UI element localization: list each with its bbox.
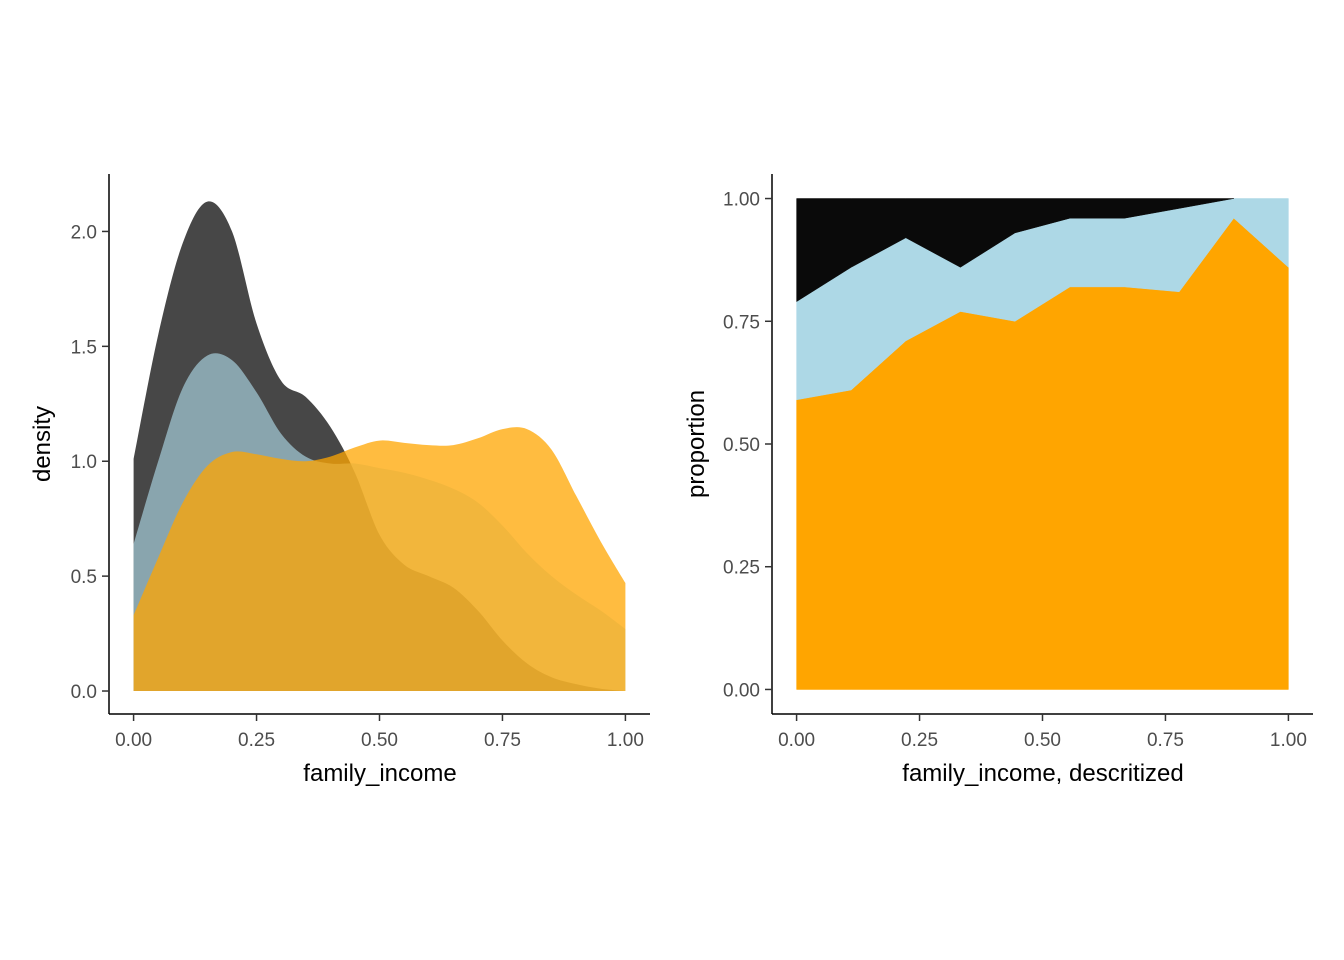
right-y-ticks: 0.00 0.25 0.50 0.75 1.00 bbox=[723, 190, 772, 701]
density-area-2 bbox=[133, 427, 626, 691]
right-x-ticks: 0.00 0.25 0.50 0.75 1.00 bbox=[778, 714, 1307, 751]
left-x-tick-label: 0.75 bbox=[484, 730, 521, 751]
left-y-axis-title: density bbox=[29, 406, 56, 482]
right-y-axis-title: proportion bbox=[683, 390, 710, 498]
right-x-axis-title: family_income, descritized bbox=[902, 760, 1183, 787]
left-y-tick-label: 1.5 bbox=[71, 337, 97, 358]
right-x-tick-label: 0.25 bbox=[901, 730, 938, 751]
density-areas bbox=[133, 201, 626, 691]
right-y-tick-label: 0.75 bbox=[723, 312, 760, 333]
right-x-tick-label: 0.00 bbox=[778, 730, 815, 751]
left-x-axis-title: family_income bbox=[303, 760, 456, 787]
left-x-ticks: 0.00 0.25 0.50 0.75 1.00 bbox=[115, 714, 644, 751]
left-x-tick-label: 0.50 bbox=[361, 730, 398, 751]
right-y-tick-label: 0.25 bbox=[723, 558, 760, 579]
left-y-tick-label: 1.0 bbox=[71, 452, 97, 473]
right-y-tick-label: 0.00 bbox=[723, 680, 760, 701]
left-x-tick-label: 1.00 bbox=[607, 730, 644, 751]
right-y-tick-label: 0.50 bbox=[723, 435, 760, 456]
left-y-tick-label: 0.0 bbox=[71, 682, 97, 703]
left-y-tick-label: 2.0 bbox=[71, 222, 97, 243]
proportion-panel: 0.00 0.25 0.50 0.75 1.00 0.00 0.25 0.50 0.75 1.0… bbox=[683, 174, 1313, 787]
left-x-tick-label: 0.00 bbox=[115, 730, 152, 751]
right-x-tick-label: 1.00 bbox=[1270, 730, 1307, 751]
proportion-areas bbox=[796, 198, 1289, 690]
right-y-tick-label: 1.00 bbox=[723, 190, 760, 211]
right-x-tick-label: 0.75 bbox=[1147, 730, 1184, 751]
density-panel: 0.00 0.25 0.50 0.75 1.00 0.0 0.5 1.0 1.5 2.0 fam… bbox=[29, 174, 650, 787]
proportion-area-2 bbox=[796, 198, 1235, 302]
left-y-ticks: 0.0 0.5 1.0 1.5 2.0 bbox=[71, 222, 109, 703]
right-x-tick-label: 0.50 bbox=[1024, 730, 1061, 751]
left-y-tick-label: 0.5 bbox=[71, 567, 97, 588]
left-x-tick-label: 0.25 bbox=[238, 730, 275, 751]
